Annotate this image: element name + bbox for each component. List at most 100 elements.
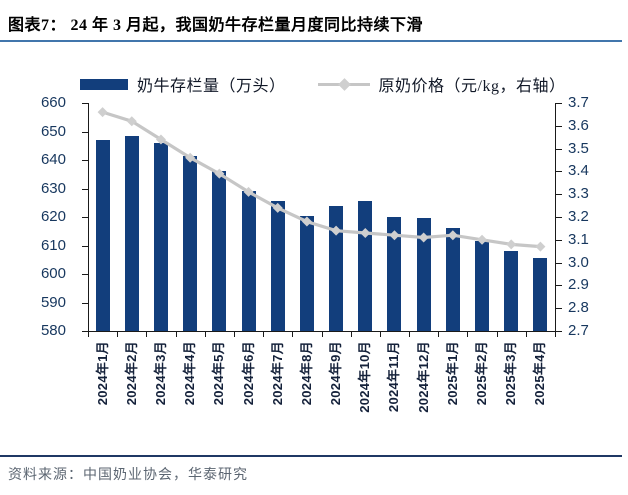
inventory-bar	[124, 135, 139, 331]
right-axis-tick-label: 3.3	[568, 185, 589, 203]
right-axis-tick-label: 2.9	[568, 276, 589, 294]
x-axis-category-label: 2024年12月	[415, 341, 431, 413]
left-axis-tick-label: 610	[40, 236, 66, 254]
inventory-bar	[299, 215, 314, 331]
right-axis	[555, 103, 556, 332]
x-axis-tick	[496, 331, 498, 337]
inventory-bar	[153, 142, 168, 331]
left-axis-tick	[82, 331, 88, 332]
x-axis-category-label: 2024年4月	[182, 341, 198, 406]
x-axis-category-label: 2024年11月	[386, 341, 402, 413]
inventory-bar	[387, 217, 402, 331]
x-axis-tick	[233, 331, 235, 337]
x-axis-category-label: 2024年2月	[123, 341, 139, 406]
footer-divider	[0, 455, 622, 457]
inventory-legend-label: 奶牛存栏量（万头）	[137, 78, 286, 95]
x-axis-category-label: 2024年1月	[94, 341, 110, 406]
inventory-bar	[358, 201, 373, 331]
x-axis-category-label: 2024年5月	[211, 341, 227, 406]
x-axis-tick	[146, 331, 148, 337]
inventory-bar	[445, 228, 460, 331]
x-axis-category-label: 2024年3月	[152, 341, 168, 406]
right-axis-tick-label: 2.8	[568, 299, 589, 317]
left-axis-tick	[82, 274, 88, 275]
left-axis-tick-label: 640	[40, 151, 66, 168]
left-axis-tick-label: 620	[40, 208, 66, 225]
left-axis-tick	[82, 160, 88, 161]
x-axis-tick	[263, 331, 265, 337]
right-axis-tick-label: 3.7	[568, 94, 589, 111]
right-axis-tick-label: 3.6	[568, 116, 589, 134]
right-axis-tick-label: 3.0	[568, 253, 589, 271]
x-axis-tick	[409, 331, 411, 337]
price-point-marker	[506, 239, 517, 250]
figure-title: 图表7： 24 年 3 月起，我国奶牛存栏量月度同比持续下滑	[8, 17, 424, 34]
left-axis	[88, 103, 89, 331]
right-axis-tick	[556, 194, 562, 196]
x-axis-category-label: 2025年1月	[444, 341, 460, 406]
left-axis-tick	[82, 103, 88, 104]
right-axis-tick	[556, 308, 562, 310]
inventory-legend-swatch	[80, 78, 128, 90]
x-axis-tick	[88, 331, 89, 337]
legend-item-price: 原奶价格（元/kg，右轴）	[317, 72, 566, 96]
legend-item-inventory: 奶牛存栏量（万头）	[80, 72, 286, 96]
x-axis-tick	[321, 331, 323, 337]
left-axis-tick	[82, 131, 88, 133]
left-axis-tick-label: 630	[40, 179, 66, 197]
price-legend-label: 原奶价格（元/kg，右轴）	[378, 78, 566, 95]
price-point-marker	[535, 241, 546, 252]
x-axis-category-label: 2025年2月	[474, 341, 490, 406]
left-axis-tick-label: 590	[40, 293, 66, 311]
x-axis-category-label: 2024年9月	[328, 341, 344, 406]
inventory-bar	[183, 155, 198, 331]
right-axis-tick	[556, 217, 562, 218]
left-axis-tick	[82, 188, 88, 190]
x-axis-tick	[117, 331, 119, 337]
inventory-bar	[416, 218, 431, 331]
right-axis-tick	[556, 285, 562, 287]
inventory-bar	[504, 251, 519, 331]
x-axis-tick	[292, 331, 294, 337]
right-axis-tick-label: 3.4	[568, 162, 589, 180]
price-legend-swatch	[317, 77, 370, 91]
x-axis-tick	[525, 331, 527, 337]
x-axis-category-label: 2024年10月	[357, 341, 373, 413]
legend: 奶牛存栏量（万头） 原奶价格（元/kg，右轴）	[80, 72, 565, 96]
left-axis-tick	[82, 245, 88, 247]
x-axis-tick	[204, 331, 206, 337]
inventory-bar	[270, 201, 285, 331]
x-axis-tick	[467, 331, 469, 337]
inventory-bar	[95, 140, 110, 331]
right-axis-tick-label: 2.7	[568, 322, 589, 339]
price-line	[102, 110, 541, 249]
left-axis-tick-label: 660	[40, 94, 66, 111]
data-source-note: 资料来源：中国奶业协会，华泰研究	[8, 468, 248, 483]
x-axis-tick	[350, 331, 352, 337]
right-axis-tick	[556, 148, 562, 150]
x-axis-tick	[555, 331, 556, 337]
right-axis-tick-label: 3.5	[568, 139, 589, 157]
inventory-bar	[533, 258, 548, 331]
inventory-bar	[241, 191, 256, 331]
x-axis-category-label: 2024年8月	[298, 341, 314, 406]
right-axis-tick	[556, 239, 562, 241]
left-axis-tick-label: 600	[40, 265, 66, 282]
right-axis-tick-label: 3.1	[568, 230, 589, 248]
inventory-bar	[212, 171, 227, 331]
price-point-marker	[97, 107, 108, 118]
left-axis-tick-label: 580	[40, 322, 66, 339]
price-point-marker	[126, 116, 137, 127]
x-axis-category-label: 2025年4月	[532, 341, 548, 406]
inventory-bar	[329, 205, 344, 331]
x-axis-tick	[175, 331, 177, 337]
x-axis-tick	[438, 331, 440, 337]
inventory-bar	[475, 241, 490, 331]
right-axis-tick	[556, 103, 562, 104]
right-axis-tick	[556, 262, 562, 264]
right-axis-tick-label: 3.2	[568, 208, 589, 225]
right-axis-tick	[556, 171, 562, 173]
left-axis-tick-label: 650	[40, 122, 66, 140]
title-underline	[0, 40, 622, 42]
